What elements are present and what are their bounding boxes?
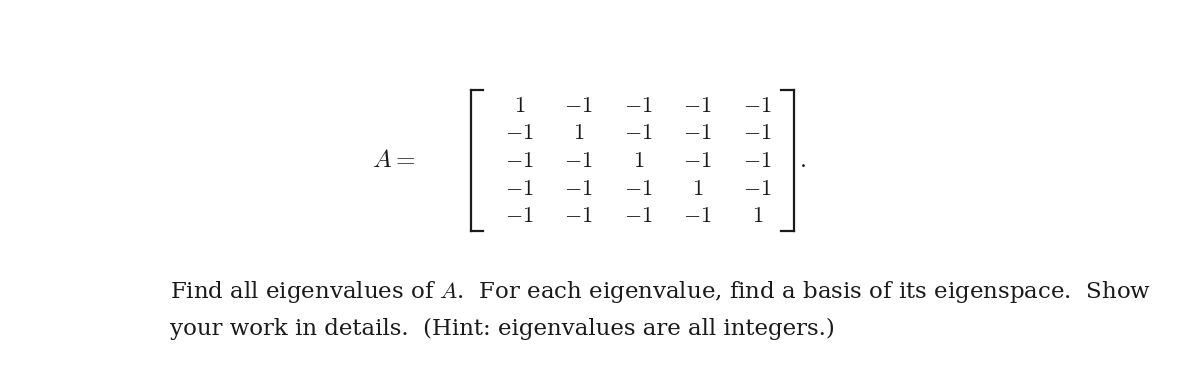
Text: $.$: $.$ xyxy=(799,149,812,172)
Text: $-1$: $-1$ xyxy=(505,122,534,144)
Text: $-1$: $-1$ xyxy=(505,205,534,227)
Text: $1$: $1$ xyxy=(574,122,584,144)
Text: $A =$: $A =$ xyxy=(372,149,415,172)
Text: $-1$: $-1$ xyxy=(684,122,712,144)
Text: $-1$: $-1$ xyxy=(564,150,593,172)
Text: Find all eigenvalues of $A$.  For each eigenvalue, find a basis of its eigenspac: Find all eigenvalues of $A$. For each ei… xyxy=(170,278,1152,305)
Text: $-1$: $-1$ xyxy=(684,95,712,117)
Text: $-1$: $-1$ xyxy=(505,150,534,172)
Text: $-1$: $-1$ xyxy=(743,95,772,117)
Text: $1$: $1$ xyxy=(692,177,703,200)
Text: $-1$: $-1$ xyxy=(743,177,772,200)
Text: $-1$: $-1$ xyxy=(684,205,712,227)
Text: $-1$: $-1$ xyxy=(684,150,712,172)
Text: $-1$: $-1$ xyxy=(624,95,653,117)
Text: $-1$: $-1$ xyxy=(743,150,772,172)
Text: $-1$: $-1$ xyxy=(505,177,534,200)
Text: $-1$: $-1$ xyxy=(743,122,772,144)
Text: $1$: $1$ xyxy=(632,150,644,172)
Text: $-1$: $-1$ xyxy=(564,95,593,117)
Text: $-1$: $-1$ xyxy=(624,177,653,200)
Text: $-1$: $-1$ xyxy=(624,122,653,144)
Text: $1$: $1$ xyxy=(751,205,763,227)
Text: $-1$: $-1$ xyxy=(624,205,653,227)
Text: $-1$: $-1$ xyxy=(564,205,593,227)
Text: $1$: $1$ xyxy=(514,95,524,117)
Text: your work in details.  (Hint: eigenvalues are all integers.): your work in details. (Hint: eigenvalues… xyxy=(170,318,835,340)
Text: $-1$: $-1$ xyxy=(564,177,593,200)
